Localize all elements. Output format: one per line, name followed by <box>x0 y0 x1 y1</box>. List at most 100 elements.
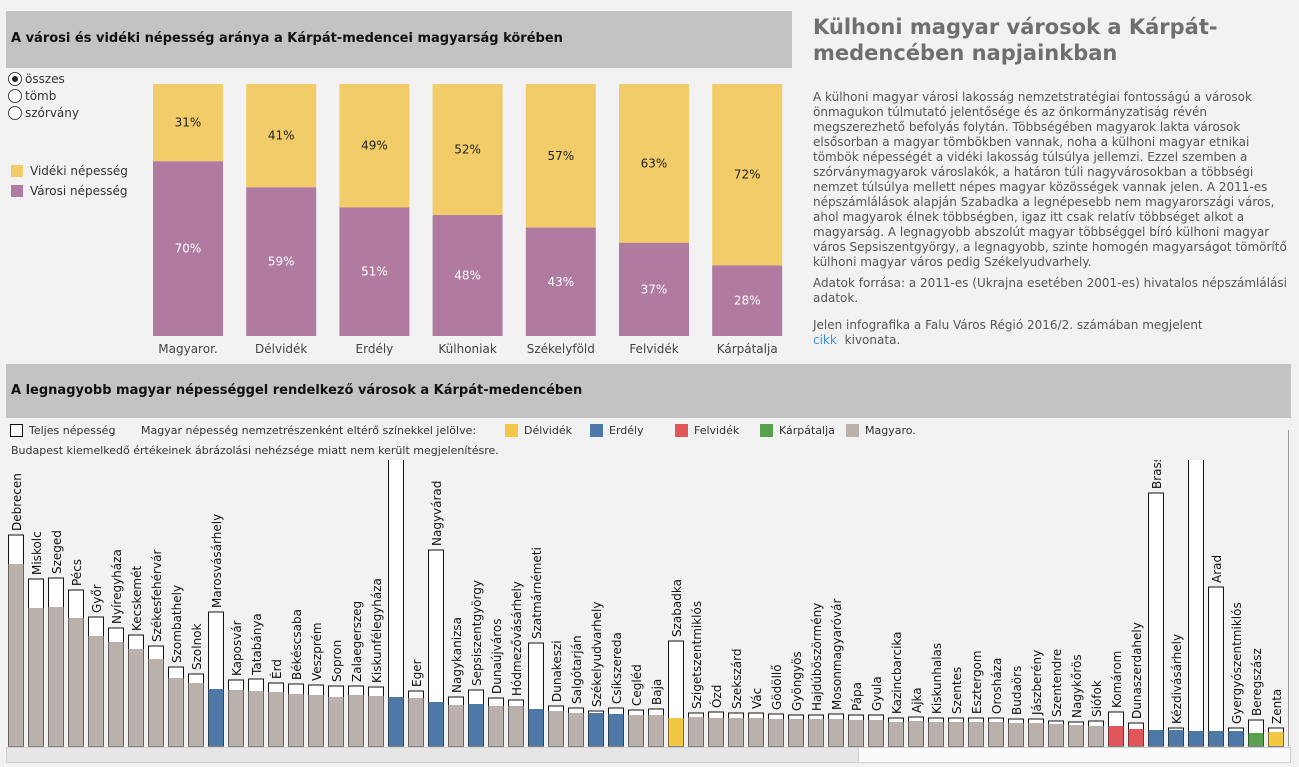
legend-item-rural[interactable]: Vidéki népesség <box>11 164 128 178</box>
bar-hungarian-49[interactable] <box>988 722 1004 746</box>
bar-hungarian-58[interactable] <box>1168 730 1184 746</box>
bar-hungarian-11[interactable] <box>228 690 244 746</box>
bar-hungarian-53[interactable] <box>1068 725 1084 746</box>
bar-hungarian-40[interactable] <box>808 719 824 746</box>
bar-hungarian-57[interactable] <box>1148 730 1164 746</box>
bar-hungarian-34[interactable] <box>688 717 704 746</box>
bar-hungarian-63[interactable] <box>1268 732 1284 746</box>
bar-hungarian-1[interactable] <box>28 608 44 746</box>
bar-rural-0[interactable] <box>153 84 223 162</box>
category-label-5: Felvidék <box>629 342 678 356</box>
legend-item-magyarorszag[interactable]: Magyaro. <box>846 424 916 437</box>
legend-item-delvidek[interactable]: Délvidék <box>505 424 572 437</box>
bar-hungarian-29[interactable] <box>588 713 604 746</box>
bar-total-59[interactable] <box>1188 460 1204 747</box>
bar-hungarian-62[interactable] <box>1248 733 1264 746</box>
bar-hungarian-19[interactable] <box>388 697 404 746</box>
bar-hungarian-7[interactable] <box>148 659 164 746</box>
article-link[interactable]: cikk <box>813 333 837 347</box>
bar-total-57[interactable] <box>1148 492 1164 747</box>
bar-hungarian-31[interactable] <box>628 715 644 746</box>
bar-hungarian-22[interactable] <box>448 705 464 746</box>
bar-hungarian-23[interactable] <box>468 704 484 746</box>
bar-hungarian-16[interactable] <box>328 697 344 746</box>
bar-urban-2[interactable] <box>339 207 410 336</box>
radio-button[interactable] <box>8 89 22 103</box>
bar-hungarian-4[interactable] <box>88 636 104 746</box>
bar-hungarian-30[interactable] <box>608 714 624 746</box>
scrollbar-thumb[interactable] <box>7 748 859 762</box>
bar-hungarian-61[interactable] <box>1228 731 1244 746</box>
bar-rural-5[interactable] <box>619 84 689 243</box>
bar-hungarian-38[interactable] <box>768 719 784 746</box>
bar-hungarian-32[interactable] <box>648 715 664 746</box>
bar-hungarian-0[interactable] <box>8 564 24 746</box>
bar-hungarian-2[interactable] <box>48 607 64 746</box>
bar-rural-4[interactable] <box>525 84 596 228</box>
bar-urban-3[interactable] <box>432 215 503 336</box>
bar-hungarian-45[interactable] <box>908 721 924 746</box>
bar-hungarian-14[interactable] <box>288 694 304 746</box>
bar-hungarian-21[interactable] <box>428 702 444 746</box>
bar-hungarian-48[interactable] <box>968 722 984 746</box>
bar-hungarian-35[interactable] <box>708 718 724 746</box>
bar-hungarian-13[interactable] <box>268 692 284 746</box>
bar-hungarian-51[interactable] <box>1028 723 1044 746</box>
bar-hungarian-44[interactable] <box>888 722 904 746</box>
bar-rural-2[interactable] <box>339 84 410 208</box>
legend-item-felvidek[interactable]: Felvidék <box>675 424 739 437</box>
bar-urban-6[interactable] <box>712 265 783 336</box>
bar-hungarian-27[interactable] <box>548 711 564 746</box>
bar-rural-6[interactable] <box>712 84 783 266</box>
bar-hungarian-36[interactable] <box>728 718 744 746</box>
bar-hungarian-10[interactable] <box>208 689 224 746</box>
bar-hungarian-43[interactable] <box>868 720 884 746</box>
bar-hungarian-18[interactable] <box>368 696 384 746</box>
bar-rural-1[interactable] <box>246 84 317 188</box>
bar-rural-3[interactable] <box>432 84 503 216</box>
legend-item-urban[interactable]: Városi népesség <box>11 184 128 198</box>
bar-hungarian-33[interactable] <box>668 718 684 746</box>
bar-hungarian-28[interactable] <box>568 713 584 746</box>
radio-button[interactable] <box>8 106 22 120</box>
filter-option-tomb[interactable]: tömb <box>8 89 56 103</box>
bar-urban-0[interactable] <box>153 161 223 336</box>
bar-urban-5[interactable] <box>619 242 689 336</box>
bar-hungarian-42[interactable] <box>848 720 864 746</box>
bar-hungarian-8[interactable] <box>168 678 184 746</box>
bar-hungarian-39[interactable] <box>788 719 804 746</box>
bar-hungarian-5[interactable] <box>108 642 124 746</box>
horizontal-scrollbar[interactable] <box>6 747 1291 763</box>
bar-hungarian-37[interactable] <box>748 718 764 746</box>
filter-option-osszes[interactable]: összes <box>8 72 65 86</box>
bar-hungarian-12[interactable] <box>248 691 264 746</box>
bar-hungarian-6[interactable] <box>128 649 144 746</box>
bar-hungarian-60[interactable] <box>1208 731 1224 746</box>
legend-item-karpatalja[interactable]: Kárpátalja <box>760 424 835 437</box>
bar-hungarian-56[interactable] <box>1128 729 1144 746</box>
bar-hungarian-26[interactable] <box>528 709 544 746</box>
radio-button[interactable] <box>8 72 22 86</box>
bar-hungarian-46[interactable] <box>928 722 944 746</box>
bar-hungarian-20[interactable] <box>408 698 424 746</box>
legend-item-total[interactable]: Teljes népesség <box>10 424 115 437</box>
bar-urban-4[interactable] <box>525 227 596 336</box>
bar-hungarian-47[interactable] <box>948 722 964 746</box>
bar-hungarian-52[interactable] <box>1048 724 1064 746</box>
bar-hungarian-15[interactable] <box>308 695 324 746</box>
bar-hungarian-41[interactable] <box>828 719 844 746</box>
bar-hungarian-54[interactable] <box>1088 726 1104 746</box>
bar-hungarian-3[interactable] <box>68 618 84 746</box>
bar-hungarian-24[interactable] <box>488 706 504 746</box>
bar-total-60[interactable] <box>1208 586 1224 747</box>
bar-urban-1[interactable] <box>246 187 317 336</box>
bar-hungarian-59[interactable] <box>1188 731 1204 746</box>
bar-hungarian-17[interactable] <box>348 695 364 746</box>
bar-hungarian-25[interactable] <box>508 706 524 746</box>
bar-hungarian-9[interactable] <box>188 683 204 746</box>
filter-option-label: összes <box>25 72 65 86</box>
bar-hungarian-50[interactable] <box>1008 723 1024 746</box>
filter-option-szorvany[interactable]: szórvány <box>8 106 79 120</box>
legend-item-erdely[interactable]: Erdély <box>590 424 644 437</box>
bar-hungarian-55[interactable] <box>1108 726 1124 746</box>
